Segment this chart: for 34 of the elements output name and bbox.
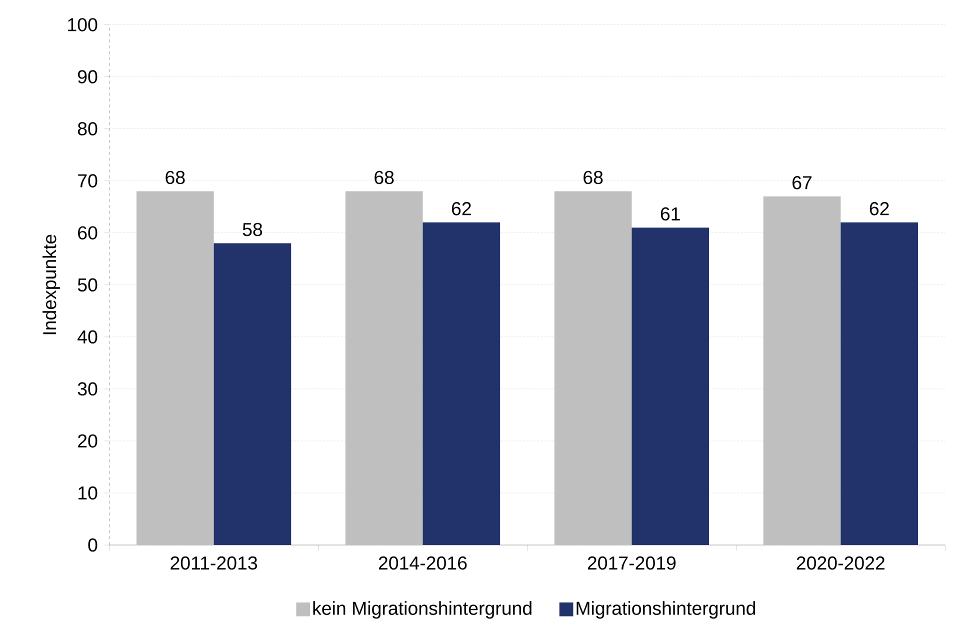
data-label: 68 <box>374 170 394 184</box>
x-tick-label: 2020-2022 <box>796 556 884 570</box>
data-label: 68 <box>166 170 185 184</box>
bar <box>554 191 632 546</box>
legend-label: Migrationshintergrund <box>576 601 756 619</box>
y-tick-label: 30 <box>78 382 98 396</box>
data-label: 61 <box>660 207 680 221</box>
y-tick-label: 70 <box>78 174 98 188</box>
y-tick-label: 60 <box>78 226 98 240</box>
y-tick-label: 50 <box>78 278 98 292</box>
bar <box>345 191 423 546</box>
x-tick-label: 2014-2016 <box>378 556 467 570</box>
data-label: 62 <box>452 202 471 216</box>
bar <box>763 196 841 546</box>
y-tick-label: 90 <box>78 70 98 84</box>
data-label: 58 <box>242 222 262 236</box>
legend-label: kein Migrationshintergrund <box>313 601 532 619</box>
bar <box>214 243 292 546</box>
bar <box>840 222 918 546</box>
data-label: 68 <box>584 170 603 184</box>
bar <box>136 191 214 546</box>
data-label: 67 <box>792 176 812 190</box>
y-tick-label: 0 <box>88 538 98 552</box>
data-label: 62 <box>870 202 889 216</box>
x-tick-label: 2011-2013 <box>170 556 258 570</box>
bar <box>632 228 710 546</box>
y-axis-title: Indexpunkte <box>42 234 60 334</box>
bar <box>422 222 500 546</box>
y-tick-label: 100 <box>68 18 98 32</box>
y-tick-label: 40 <box>78 330 98 344</box>
y-tick-label: 20 <box>78 434 98 448</box>
y-tick-label: 80 <box>78 122 98 136</box>
x-tick-label: 2017-2019 <box>588 556 676 570</box>
y-tick-label: 10 <box>78 486 98 500</box>
